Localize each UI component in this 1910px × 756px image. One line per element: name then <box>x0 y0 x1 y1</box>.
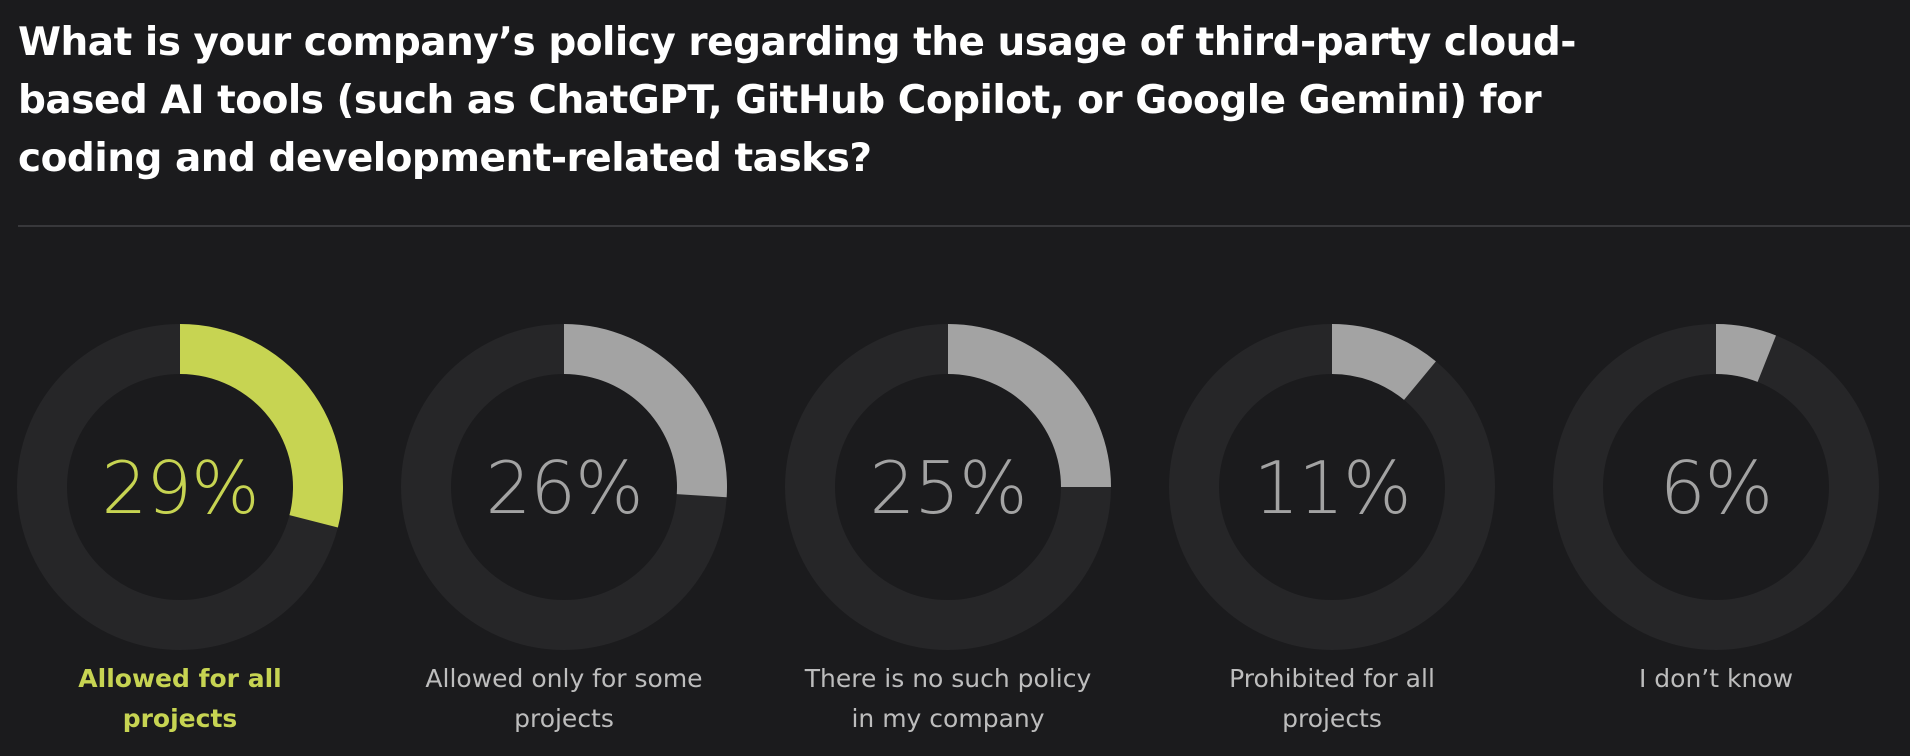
title-divider <box>18 225 1910 227</box>
donut-svg: 11% <box>1169 324 1495 650</box>
donut-value-arc <box>1332 324 1436 400</box>
donut-svg: 6% <box>1553 324 1879 650</box>
donut-chart: 26% Allowed only for some projects <box>384 318 744 738</box>
category-label: Allowed only for some projects <box>425 664 703 733</box>
donut-chart: 25% There is no such policy in my company <box>768 318 1128 738</box>
donut-percent-label: 26% <box>485 446 642 530</box>
category-label: Prohibited for all projects <box>1229 664 1435 733</box>
donut-value-arc <box>948 324 1111 487</box>
donut-value-arc <box>1716 324 1777 382</box>
donut-percent-label: 11% <box>1253 446 1410 530</box>
donut-percent-label: 29% <box>101 446 258 530</box>
donut-percent-label: 6% <box>1660 446 1772 530</box>
donut-value-arc <box>180 324 343 528</box>
donut-chart: 11% Prohibited for all projects <box>1152 318 1512 738</box>
category-label: Allowed for all projects <box>78 664 282 733</box>
category-label: I don’t know <box>1638 664 1794 693</box>
donut-percent-label: 25% <box>869 446 1026 530</box>
donut-svg: 26% <box>401 324 727 650</box>
donut-svg: 29% <box>17 324 343 650</box>
donut-value-arc <box>564 324 727 498</box>
category-label: There is no such policy in my company <box>804 664 1092 733</box>
page-title: What is your company’s policy regarding … <box>18 20 1577 181</box>
donut-chart: 6% I don’t know <box>1536 318 1896 738</box>
donut-svg: 25% <box>785 324 1111 650</box>
donut-chart: 29% Allowed for all projects <box>0 318 360 738</box>
